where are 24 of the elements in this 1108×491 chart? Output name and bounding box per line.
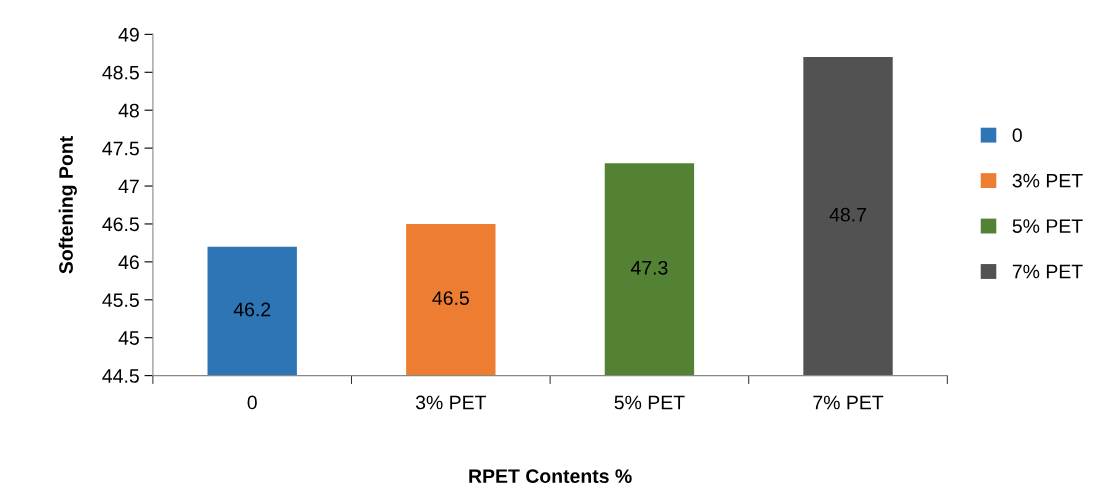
x-tick-label: 3% PET bbox=[415, 395, 487, 410]
y-tick-label: 45 bbox=[118, 331, 139, 345]
y-tick-label: 48.5 bbox=[102, 65, 139, 80]
data-label: 48.7 bbox=[829, 207, 866, 222]
y-axis-title: Softening Pont bbox=[58, 136, 77, 274]
y-tick-label: 47 bbox=[118, 179, 139, 194]
x-tick-label: 0 bbox=[247, 395, 257, 410]
y-tick-label: 49 bbox=[118, 27, 139, 42]
x-axis-title: RPET Contents % bbox=[469, 469, 632, 484]
y-tick-label: 44.5 bbox=[102, 369, 139, 383]
x-tick-label: 7% PET bbox=[813, 395, 884, 410]
data-label: 46.5 bbox=[432, 291, 469, 305]
y-tick-label: 46 bbox=[118, 255, 139, 270]
legend-label: 0 bbox=[1012, 128, 1022, 143]
y-tick-label: 47.5 bbox=[102, 141, 139, 156]
data-label: 47.3 bbox=[630, 260, 668, 275]
y-tick-label: 45.5 bbox=[102, 293, 139, 308]
legend-label: 7% PET bbox=[1012, 264, 1083, 279]
legend-label: 5% PET bbox=[1012, 219, 1083, 233]
legend-label: 3% PET bbox=[1012, 173, 1083, 188]
data-label: 46.2 bbox=[233, 302, 271, 317]
x-tick-label: 5% PET bbox=[614, 395, 685, 410]
y-tick-label: 46.5 bbox=[102, 217, 139, 232]
y-tick-label: 48 bbox=[118, 103, 139, 118]
